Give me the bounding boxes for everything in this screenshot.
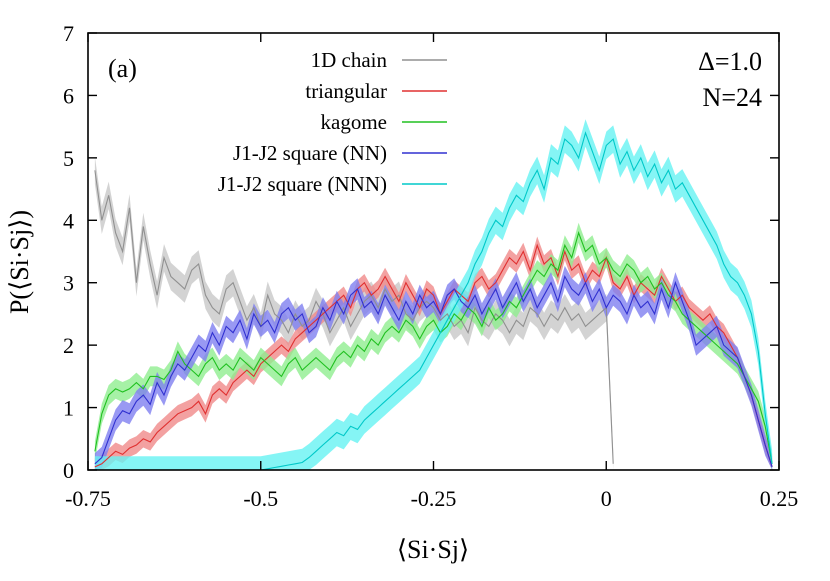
legend-label-kagome: kagome (321, 110, 387, 134)
legend-label-1d-chain: 1D chain (311, 48, 388, 72)
series-line-triangular (94, 243, 773, 468)
y-tick-label: 3 (63, 271, 74, 296)
y-tick-label: 1 (63, 396, 74, 421)
y-tick-label: 5 (63, 146, 74, 171)
x-axis-label: ⟨Si·Sj⟩ (397, 535, 469, 564)
y-tick-label: 4 (63, 208, 74, 233)
series-line-kagome (94, 231, 773, 464)
y-tick-label: 6 (63, 83, 74, 108)
series-line-j1-j2-square-nn (94, 275, 773, 468)
x-tick-label: -0.25 (411, 486, 457, 511)
x-tick-label: 0 (601, 486, 612, 511)
band-j1-j2-square-nn (94, 265, 773, 470)
legend-label-triangular: triangular (305, 79, 387, 103)
legend: 1D chain triangular kagome J1-J2 square (NN… (218, 48, 447, 196)
n-annotation: N=24 (703, 83, 762, 112)
series-lines (94, 131, 773, 471)
legend-label-j1-j2-square-nn: J1-J2 square (NN) (233, 141, 387, 165)
y-axis-label: P(⟨Si·Sj⟩) (5, 210, 34, 314)
x-tick-label: -0.5 (243, 486, 278, 511)
error-bands (94, 119, 773, 470)
series-line-1d-chain (94, 170, 614, 464)
y-tick-label: 7 (63, 21, 74, 46)
panel-label: (a) (108, 54, 137, 83)
ticks: -0.75 -0.5 -0.25 0 0.25 0 1 2 3 4 5 6 7 (63, 21, 798, 511)
y-tick-label: 2 (63, 333, 74, 358)
delta-annotation: Δ=1.0 (698, 47, 762, 76)
x-tick-label: -0.75 (65, 486, 111, 511)
x-tick-label: 0.25 (760, 486, 799, 511)
band-1d-chain (94, 156, 614, 470)
y-tick-label: 0 (63, 458, 74, 483)
legend-label-j1-j2-square-nnn: J1-J2 square (NNN) (218, 172, 387, 196)
